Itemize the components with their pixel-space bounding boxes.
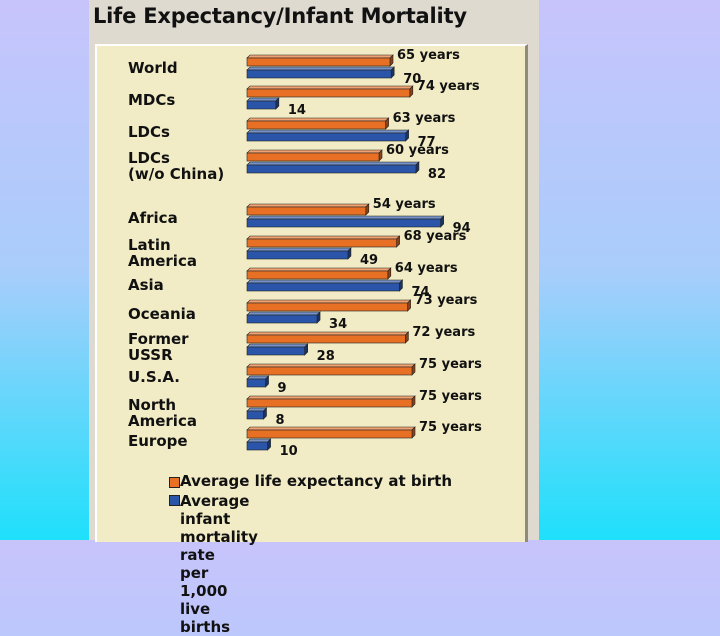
bar-mortality-north-america xyxy=(246,407,268,420)
slide: Life Expectancy/Infant Mortality 65 year… xyxy=(89,0,539,636)
legend-label-infant-mortality: Average infant mortality rate per 1,000 … xyxy=(180,492,258,636)
bar-mortality-mdcs xyxy=(246,97,280,110)
value-mortality-world: 70 xyxy=(403,72,421,87)
category-label-ldcs: LDCs xyxy=(128,123,170,141)
category-label-africa: Africa xyxy=(128,209,178,227)
category-label-world: World xyxy=(128,59,178,77)
value-life-asia: 64 years xyxy=(395,261,458,276)
category-label-asia: Asia xyxy=(128,276,164,294)
category-label-u-s-a: U.S.A. xyxy=(128,368,180,386)
chart-title: Life Expectancy/Infant Mortality xyxy=(93,4,467,28)
value-mortality-north-america: 8 xyxy=(275,413,284,428)
bar-mortality-ldcs-w-o-china xyxy=(246,161,420,174)
bar-mortality-europe xyxy=(246,438,272,451)
value-mortality-asia: 74 xyxy=(411,285,429,300)
bar-mortality-ldcs xyxy=(246,129,410,142)
value-mortality-former-ussr: 28 xyxy=(317,349,335,364)
legend-swatch-life-expectancy xyxy=(169,477,180,488)
value-mortality-ldcs-w-o-china: 82 xyxy=(428,167,446,182)
legend-label-life-expectancy: Average life expectancy at birth xyxy=(180,472,453,490)
bar-life-latin-america xyxy=(246,235,401,248)
value-life-ldcs-w-o-china: 60 years xyxy=(386,143,449,158)
bar-life-ldcs-w-o-china xyxy=(246,149,383,162)
bar-mortality-world xyxy=(246,66,395,79)
category-label-ldcs-w-o-china: LDCs (w/o China) xyxy=(128,149,225,183)
value-life-former-ussr: 72 years xyxy=(412,325,475,340)
value-mortality-ldcs: 77 xyxy=(418,135,436,150)
value-life-europe: 75 years xyxy=(419,420,482,435)
value-mortality-africa: 94 xyxy=(453,221,471,236)
value-mortality-europe: 10 xyxy=(280,444,298,459)
value-life-ldcs: 63 years xyxy=(393,111,456,126)
bar-life-oceania xyxy=(246,299,412,312)
value-mortality-oceania: 34 xyxy=(329,317,347,332)
bar-mortality-oceania xyxy=(246,311,321,324)
bar-life-asia xyxy=(246,267,392,280)
bar-life-u-s-a xyxy=(246,363,416,376)
legend-swatch-infant-mortality xyxy=(169,495,180,506)
value-life-u-s-a: 75 years xyxy=(419,357,482,372)
category-label-oceania: Oceania xyxy=(128,305,196,323)
bar-life-mdcs xyxy=(246,85,414,98)
value-life-mdcs: 74 years xyxy=(417,79,480,94)
bar-life-world xyxy=(246,54,394,67)
bar-life-ldcs xyxy=(246,117,390,130)
category-label-north-america: North America xyxy=(128,396,197,430)
value-life-africa: 54 years xyxy=(373,197,436,212)
bar-life-north-america xyxy=(246,395,416,408)
bar-mortality-asia xyxy=(246,279,404,292)
category-label-former-ussr: Former USSR xyxy=(128,330,189,364)
bar-mortality-u-s-a xyxy=(246,375,270,388)
bar-life-former-ussr xyxy=(246,331,410,344)
value-mortality-u-s-a: 9 xyxy=(278,381,287,396)
category-label-latin-america: Latin America xyxy=(128,236,197,270)
bar-life-africa xyxy=(246,203,370,216)
bar-life-europe xyxy=(246,426,416,439)
category-label-mdcs: MDCs xyxy=(128,91,176,109)
value-life-world: 65 years xyxy=(397,48,460,63)
value-mortality-mdcs: 14 xyxy=(288,103,306,118)
value-life-latin-america: 68 years xyxy=(404,229,467,244)
bar-mortality-former-ussr xyxy=(246,343,309,356)
value-mortality-latin-america: 49 xyxy=(360,253,378,268)
value-life-north-america: 75 years xyxy=(419,389,482,404)
bar-mortality-africa xyxy=(246,215,445,228)
value-life-oceania: 73 years xyxy=(415,293,478,308)
category-label-europe: Europe xyxy=(128,432,188,450)
bar-mortality-latin-america xyxy=(246,247,352,260)
